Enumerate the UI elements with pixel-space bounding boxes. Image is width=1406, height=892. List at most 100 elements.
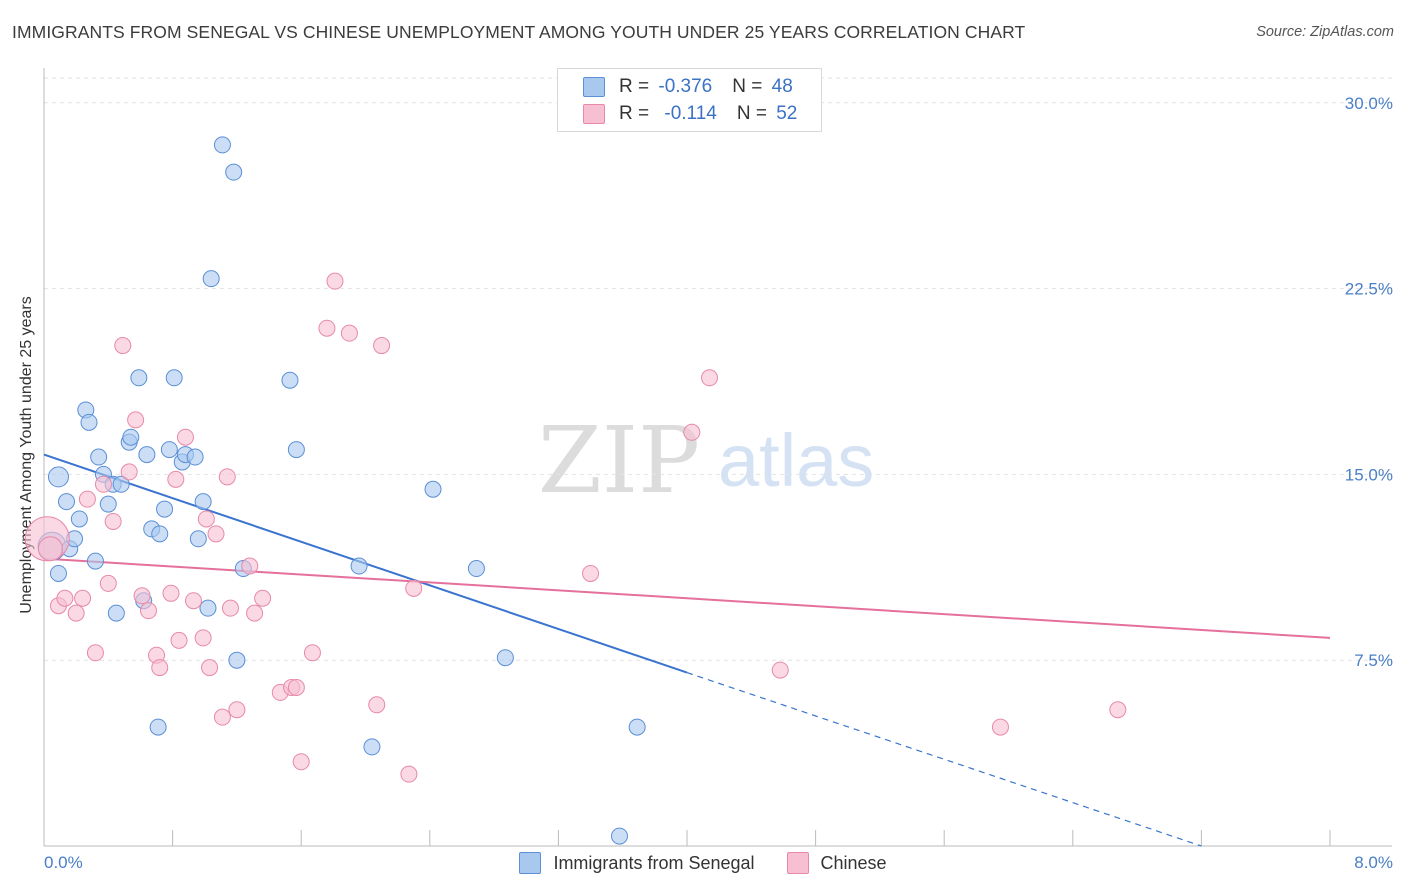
point-senegal <box>189 530 207 548</box>
legend-n-value: 52 <box>776 103 798 124</box>
point-chinese <box>133 587 151 605</box>
correlation-legend: R = -0.376 N = 48 R = -0.114 N = 52 <box>557 68 822 132</box>
point-senegal <box>47 466 69 488</box>
point-senegal <box>107 604 125 622</box>
point-chinese <box>292 753 310 771</box>
legend-swatch-senegal <box>583 77 605 97</box>
legend-swatch-chinese <box>786 852 809 874</box>
trend-line-senegal-extension <box>686 672 1202 847</box>
point-senegal <box>287 441 305 459</box>
point-chinese <box>114 337 132 355</box>
y-tick-label: 22.5% <box>1345 280 1393 299</box>
point-senegal <box>70 510 88 528</box>
y-tick-label: 7.5% <box>1354 651 1393 670</box>
legend-r-value: -0.114 <box>664 103 717 124</box>
point-chinese <box>254 589 272 607</box>
legend-r-value: -0.376 <box>658 76 713 97</box>
point-senegal <box>165 369 183 387</box>
point-senegal <box>49 564 67 582</box>
point-chinese <box>368 696 386 714</box>
point-senegal <box>424 480 442 498</box>
point-senegal <box>160 441 178 459</box>
point-chinese <box>99 574 117 592</box>
point-chinese <box>56 589 74 607</box>
point-senegal <box>202 270 220 288</box>
point-chinese <box>405 579 423 597</box>
legend-row-chinese: R = -0.114 N = 52 <box>558 101 797 127</box>
point-senegal <box>213 136 231 154</box>
legend-swatch-chinese <box>583 104 605 124</box>
point-senegal <box>628 718 646 736</box>
tick-labels: 7.5% 15.0% 22.5% 30.0% 0.0% 8.0% <box>44 94 1393 872</box>
point-chinese <box>373 337 391 355</box>
legend-r-label: R = <box>619 76 655 97</box>
point-chinese <box>207 525 225 543</box>
point-chinese <box>197 510 215 528</box>
point-chinese <box>127 411 145 429</box>
point-chinese <box>582 564 600 582</box>
point-senegal <box>151 525 169 543</box>
legend-swatch-senegal <box>519 852 542 874</box>
point-senegal <box>363 738 381 756</box>
point-senegal <box>58 493 76 511</box>
point-senegal <box>149 718 167 736</box>
point-chinese <box>318 319 336 337</box>
point-senegal <box>225 163 243 181</box>
point-senegal <box>186 448 204 466</box>
point-chinese <box>170 631 188 649</box>
point-senegal <box>610 827 628 845</box>
legend-n-label: N = <box>736 103 773 124</box>
point-senegal <box>350 557 368 575</box>
point-chinese <box>120 463 138 481</box>
point-chinese <box>162 584 180 602</box>
legend-label-chinese: Chinese <box>820 852 887 873</box>
point-chinese <box>184 592 202 610</box>
point-senegal <box>112 475 130 493</box>
legend-item-senegal[interactable]: Immigrants from Senegal <box>519 852 755 874</box>
point-senegal <box>130 369 148 387</box>
point-chinese <box>771 661 789 679</box>
point-senegal <box>86 552 104 570</box>
point-chinese <box>303 644 321 662</box>
watermark-zip: ZIP <box>538 407 700 514</box>
legend-row-senegal: R = -0.376 N = 48 <box>558 74 793 100</box>
point-chinese <box>228 701 246 719</box>
x-tick-label: 8.0% <box>1354 853 1393 872</box>
data-points <box>24 136 1127 845</box>
point-senegal <box>467 560 485 578</box>
point-chinese <box>37 536 63 562</box>
series-legend: Immigrants from Senegal Chinese <box>0 852 1406 874</box>
point-chinese <box>139 602 157 620</box>
point-chinese <box>94 475 112 493</box>
point-senegal <box>122 428 140 446</box>
point-senegal <box>194 493 212 511</box>
trend-line-chinese <box>43 557 1331 639</box>
legend-n-value: 48 <box>771 76 793 97</box>
x-tick-label: 0.0% <box>44 853 83 872</box>
point-senegal <box>138 446 156 464</box>
point-chinese <box>221 599 239 617</box>
point-chinese <box>213 708 231 726</box>
point-senegal <box>496 649 514 667</box>
legend-label-senegal: Immigrants from Senegal <box>553 852 755 873</box>
point-chinese <box>400 765 418 783</box>
point-chinese <box>246 604 264 622</box>
point-chinese <box>326 272 344 290</box>
point-senegal <box>90 448 108 466</box>
y-tick-label: 30.0% <box>1345 94 1393 113</box>
legend-item-chinese[interactable]: Chinese <box>786 852 887 874</box>
point-chinese <box>991 718 1009 736</box>
point-senegal <box>228 651 246 669</box>
point-chinese <box>74 589 92 607</box>
point-chinese <box>176 428 194 446</box>
axes <box>43 68 1392 847</box>
point-chinese <box>104 512 122 530</box>
legend-n-label: N = <box>732 76 768 97</box>
point-senegal <box>199 599 217 617</box>
point-chinese <box>86 644 104 662</box>
point-chinese <box>194 629 212 647</box>
point-chinese <box>340 324 358 342</box>
point-senegal <box>156 500 174 518</box>
chart-title: IMMIGRANTS FROM SENEGAL VS CHINESE UNEMP… <box>12 22 1026 42</box>
